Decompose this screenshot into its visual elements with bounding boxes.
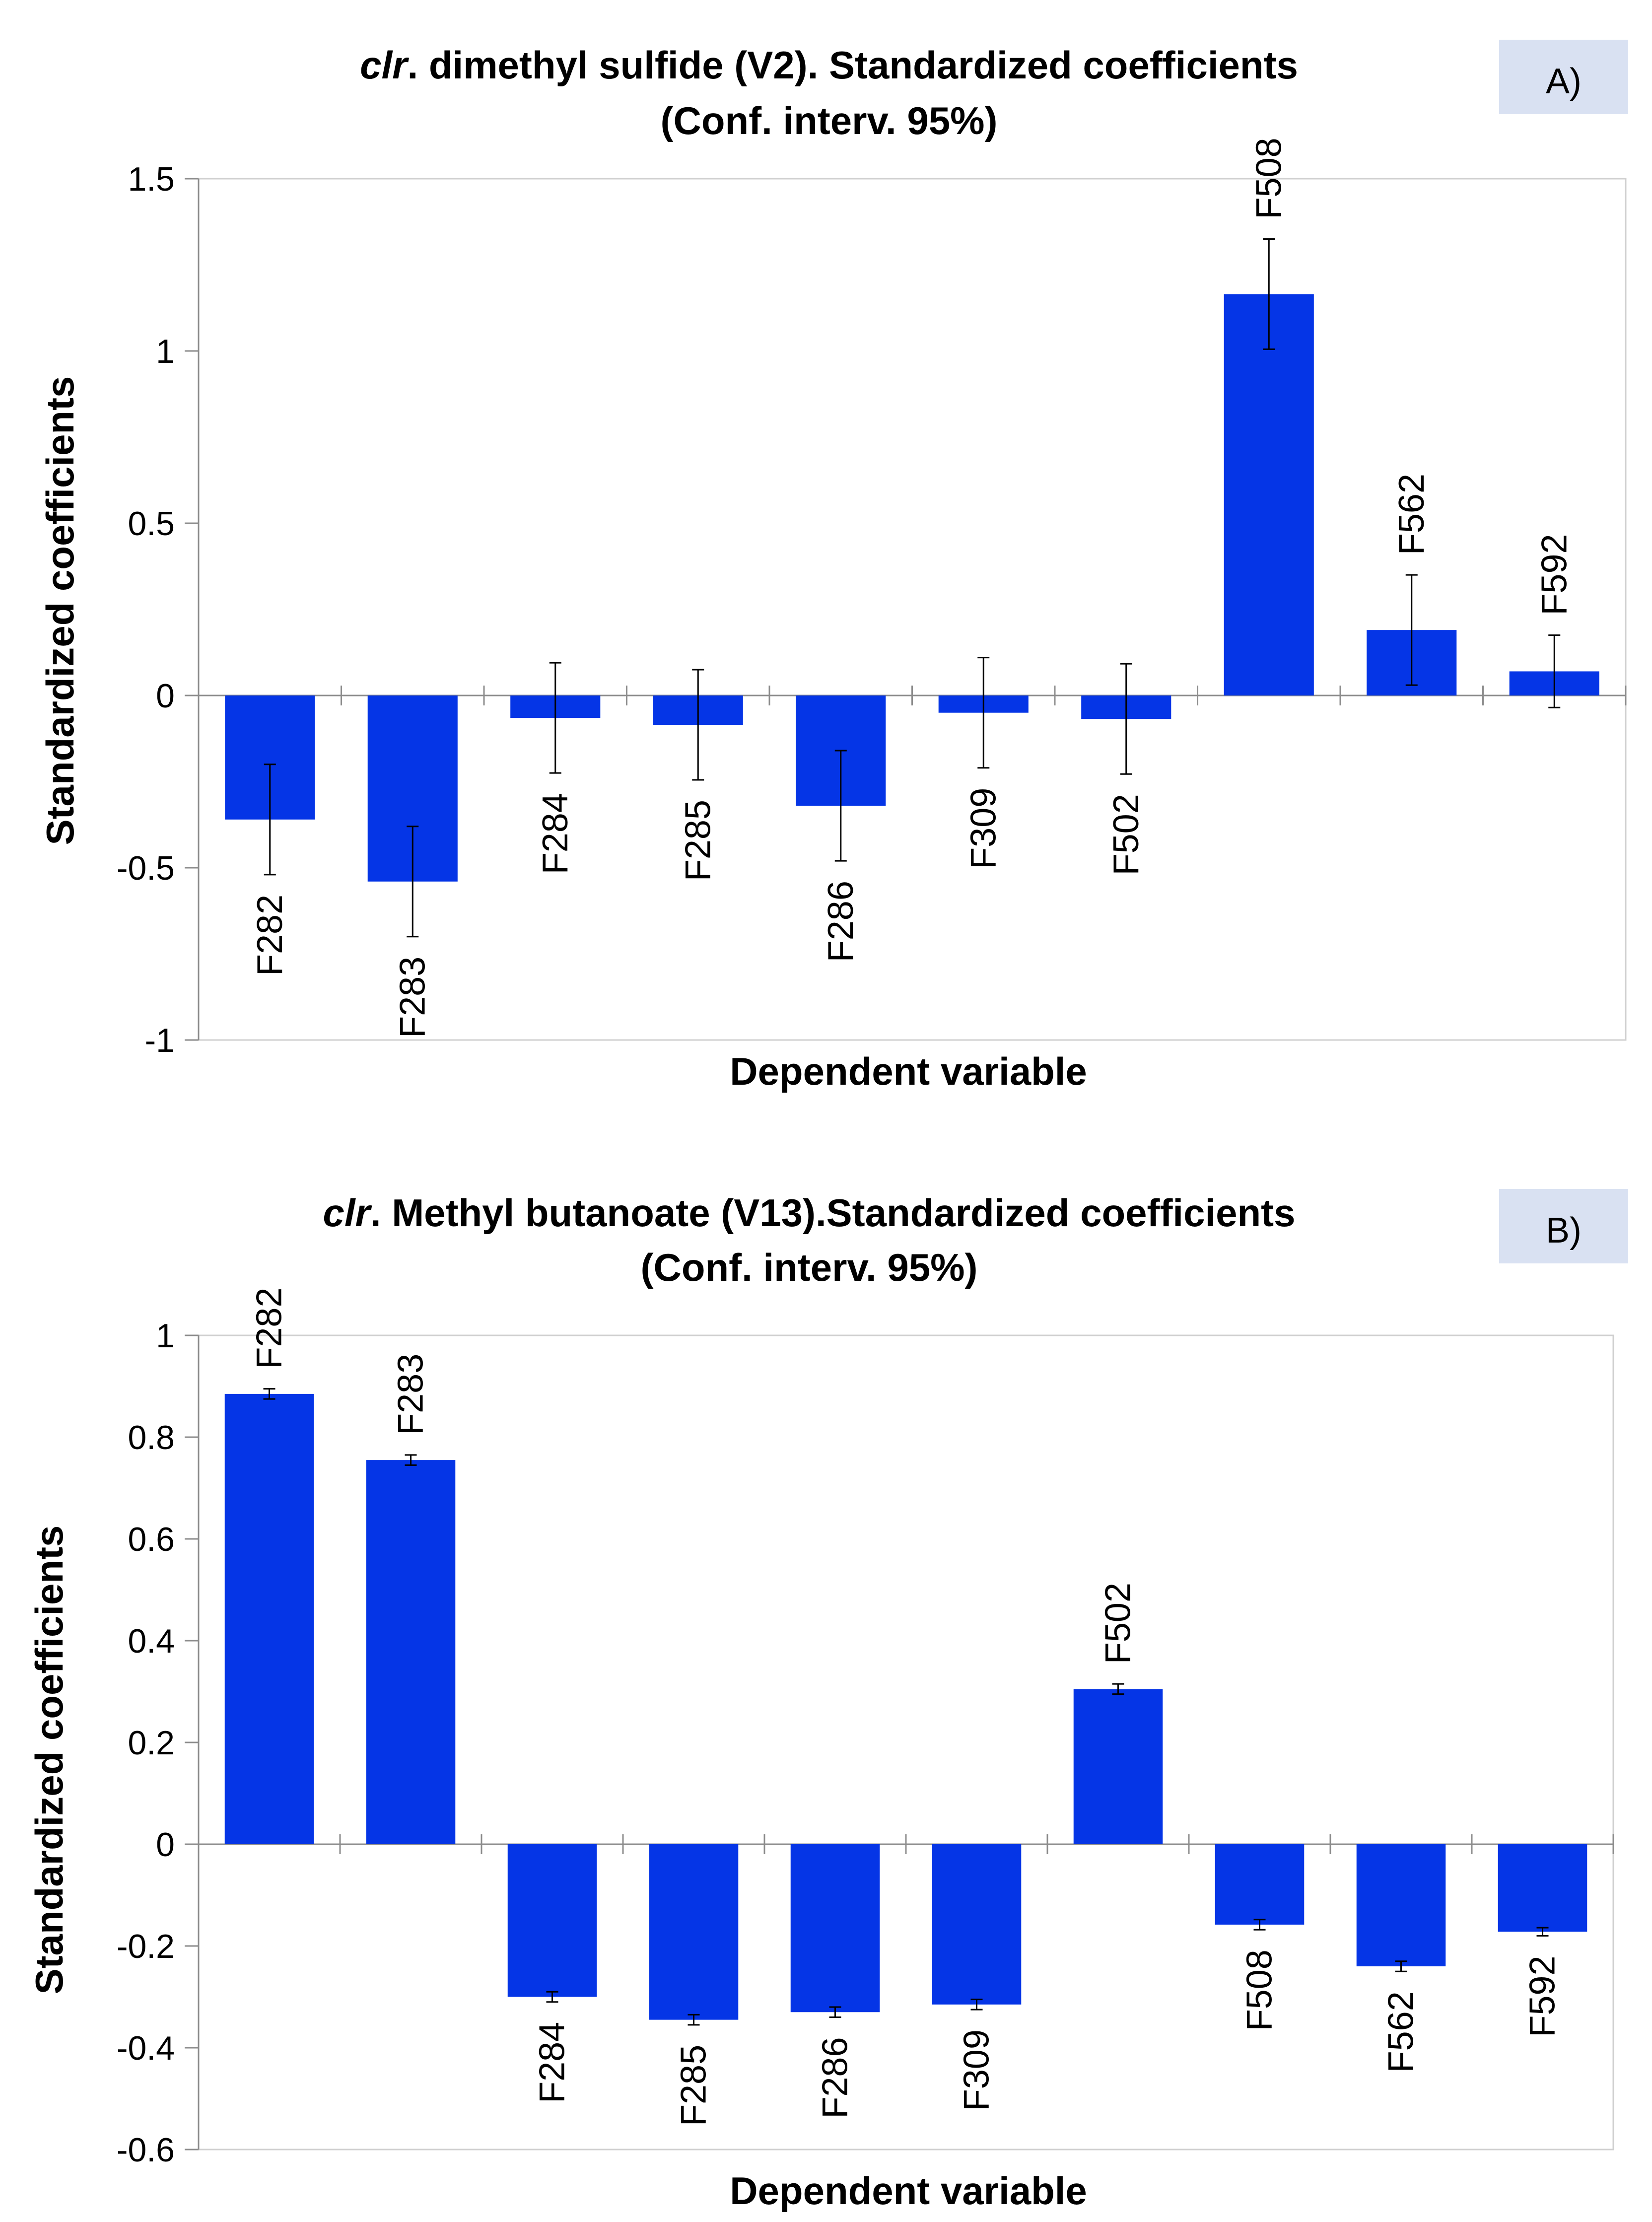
bar-f286	[790, 1844, 880, 2013]
chart-subtitle: (Conf. interv. 95%)	[661, 99, 998, 142]
y-tick-label: 0	[156, 677, 175, 715]
bar-f502	[1073, 1689, 1163, 1844]
chart-marks: 1.5 1 0.5 0 -0.5 -1 F282 F283 F284 F285 F286 F309 F5…	[117, 138, 1627, 1059]
chart-panel-b: B) clr. Methyl butanoate (V13).Standardi…	[27, 1189, 1628, 2213]
bar-label: F285	[674, 2045, 714, 2126]
y-tick-label: 1.5	[128, 160, 175, 198]
y-tick-label: 1	[156, 333, 175, 370]
y-tick-label: 0.4	[128, 1622, 175, 1660]
y-axis-label: Standardized coefficients	[27, 1526, 71, 1995]
bar-label: F508	[1249, 138, 1289, 219]
bar-label: F282	[250, 895, 290, 976]
y-tick-label: 0.5	[128, 505, 175, 543]
chart-title: clr. Methyl butanoate (V13).Standardized…	[323, 1191, 1295, 1235]
bar-f508	[1215, 1844, 1305, 1925]
panel-label-box	[1499, 40, 1628, 114]
bar-label: F286	[821, 881, 861, 962]
x-axis-label: Dependent variable	[730, 1049, 1087, 1093]
chart-title-rest: . Methyl butanoate (V13).Standardized co…	[370, 1191, 1296, 1235]
bar-label: F502	[1106, 794, 1146, 875]
bar-label: F309	[957, 2029, 997, 2111]
bar-f309	[932, 1844, 1022, 2005]
panel-label-box	[1499, 1189, 1628, 1263]
chart-panel-a: A) clr. dimethyl sulfide (V2). Standardi…	[38, 40, 1628, 1093]
bar-label: F502	[1099, 1583, 1138, 1664]
y-tick-label: 0.6	[128, 1521, 175, 1558]
y-tick-label: 0.2	[128, 1724, 175, 1762]
bar-label: F309	[964, 788, 1003, 869]
y-tick-label: -1	[145, 1022, 175, 1059]
chart-title-italic: clr	[323, 1191, 372, 1235]
bar-label: F592	[1523, 1956, 1563, 2037]
bar-f508	[1224, 294, 1314, 695]
chart-title-italic: clr	[360, 43, 409, 87]
bar-label: F286	[816, 2037, 855, 2119]
panel-label: A)	[1546, 62, 1582, 101]
x-axis-label: Dependent variable	[730, 2169, 1087, 2213]
bar-label: F284	[536, 793, 575, 874]
bar-label: F562	[1381, 1991, 1421, 2073]
panel-label: B)	[1546, 1211, 1582, 1250]
bar-label: F592	[1534, 534, 1574, 615]
y-tick-label: -0.6	[117, 2131, 175, 2169]
bar-f282	[224, 1393, 314, 1844]
y-tick-label: -0.5	[117, 849, 175, 887]
y-tick-label: -0.2	[117, 1928, 175, 1965]
bar-f562	[1356, 1844, 1446, 1966]
y-tick-label: 0	[156, 1826, 175, 1864]
bar-label: F562	[1392, 474, 1432, 555]
bar-f285	[649, 1844, 739, 2020]
bar-label: F282	[250, 1288, 289, 1369]
bar-f592	[1498, 1844, 1587, 1932]
bar-f284	[507, 1844, 597, 1997]
bar-label: F285	[678, 800, 718, 881]
y-tick-label: -0.4	[117, 2029, 175, 2067]
chart-title: clr. dimethyl sulfide (V2). Standardized…	[360, 43, 1298, 87]
bar-f283	[366, 1460, 456, 1844]
bar-label: F508	[1240, 1949, 1280, 2031]
y-axis-label: Standardized coefficients	[38, 376, 82, 845]
y-tick-label: 1	[156, 1317, 175, 1355]
y-tick-label: 0.8	[128, 1419, 175, 1457]
chart-marks: 1 0.8 0.6 0.4 0.2 0 -0.2 -0.4 -0.6 F282 F283 F284 F2…	[117, 1288, 1614, 2169]
chart-subtitle: (Conf. interv. 95%)	[641, 1246, 978, 1289]
bar-label: F284	[533, 2022, 572, 2103]
bar-label: F283	[393, 957, 432, 1038]
bar-label: F283	[391, 1354, 431, 1435]
chart-title-rest: . dimethyl sulfide (V2). Standardized co…	[408, 43, 1298, 87]
